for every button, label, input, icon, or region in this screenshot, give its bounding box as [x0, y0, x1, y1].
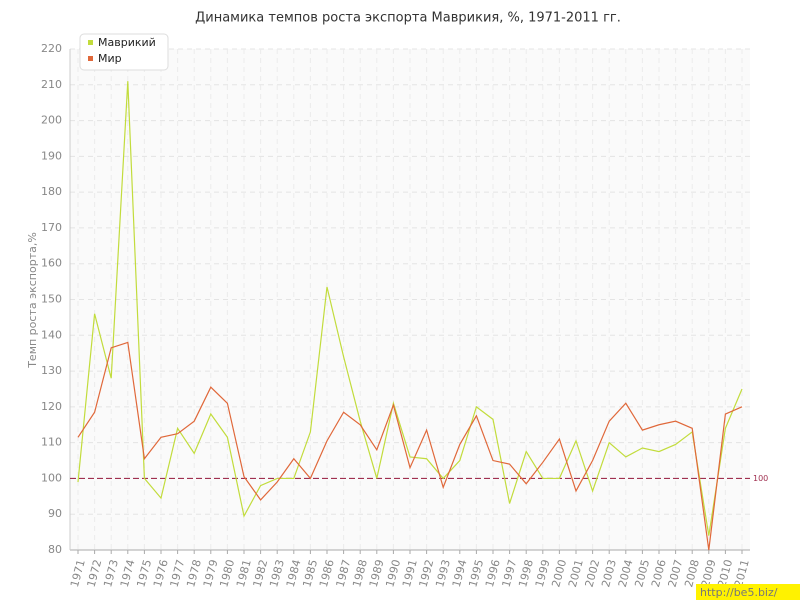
y-tick-label: 150: [41, 293, 62, 306]
y-tick-label: 160: [41, 257, 62, 270]
legend-swatch: [88, 56, 93, 61]
series-line: [77, 341, 743, 551]
legend-label: Маврикий: [98, 36, 156, 49]
y-tick-label: 220: [41, 42, 62, 55]
y-tick-label: 190: [41, 149, 62, 162]
legend-label: Мир: [98, 52, 122, 65]
y-tick-label: 90: [48, 507, 62, 520]
y-tick-label: 100: [41, 471, 62, 484]
y-tick-label: 110: [41, 436, 62, 449]
y-tick-label: 130: [41, 364, 62, 377]
y-tick-label: 120: [41, 400, 62, 413]
series-line: [77, 81, 743, 536]
y-tick-label: 140: [41, 328, 62, 341]
reference-label: 100: [753, 474, 768, 483]
y-tick-label: 170: [41, 221, 62, 234]
watermark: http://be5.biz/: [700, 586, 778, 599]
y-axis-label: Темп роста экспорта,%: [26, 232, 39, 369]
y-tick-label: 180: [41, 185, 62, 198]
y-tick-label: 200: [41, 114, 62, 127]
y-tick-label: 80: [48, 543, 62, 556]
chart-title: Динамика темпов роста экспорта Маврикия,…: [195, 11, 621, 26]
y-tick-label: 210: [41, 78, 62, 91]
watermark-bg: [696, 584, 800, 600]
legend-box: [79, 33, 169, 71]
legend-swatch: [88, 40, 93, 45]
